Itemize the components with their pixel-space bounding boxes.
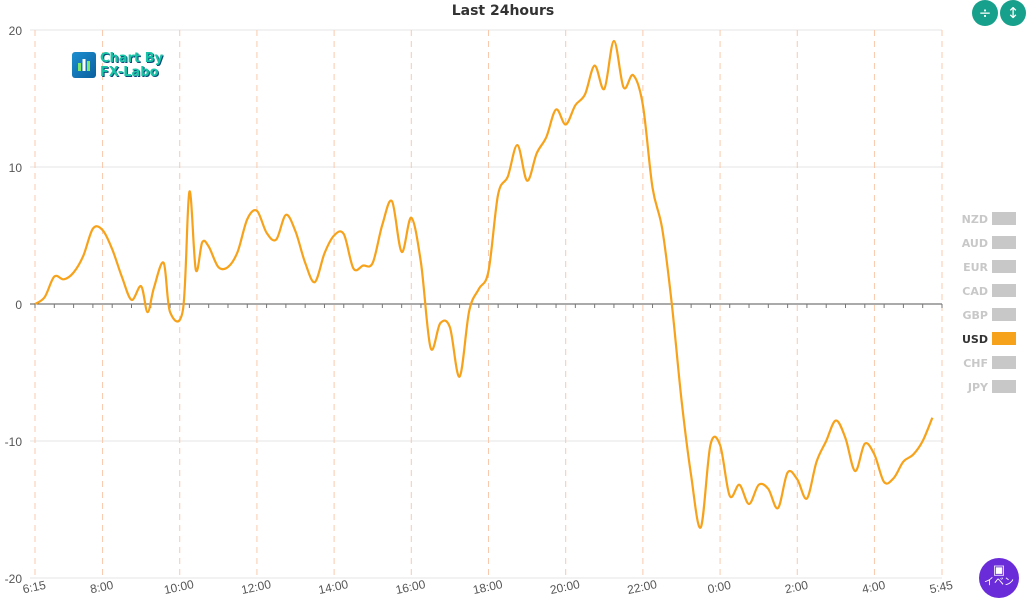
y-tick-label: -10: [5, 435, 23, 449]
compress-vertical-icon: ÷: [978, 4, 992, 22]
legend-label: JPY: [967, 381, 988, 394]
event-button[interactable]: ▣ イベン: [979, 558, 1019, 598]
legend-swatch: [992, 332, 1016, 345]
legend-swatch: [992, 284, 1016, 297]
event-button-label: イベン: [984, 577, 1014, 588]
x-tick-label: 4:00: [861, 578, 887, 597]
x-tick-label: 6:15: [21, 578, 47, 597]
x-tick-label: 18:00: [472, 577, 505, 597]
legend-swatch: [992, 260, 1016, 273]
expand-vertical-icon: ↕: [1006, 4, 1020, 22]
x-tick-label: 5:45: [928, 578, 954, 597]
expand-vertical-button[interactable]: ↕: [1000, 0, 1026, 26]
legend-swatch: [992, 308, 1016, 321]
fx-labo-logo: Chart By FX-Labo: [72, 52, 172, 80]
currency-legend: NZD AUD EUR CAD GBP USD CHF JPY: [948, 209, 1018, 401]
y-tick-label: 0: [15, 298, 22, 312]
x-tick-label: 0:00: [706, 578, 732, 597]
series-line-usd: [34, 39, 934, 529]
x-tick-label: 22:00: [626, 577, 659, 597]
legend-label: CAD: [962, 285, 988, 298]
chart-title: Last 24hours: [451, 3, 555, 19]
legend-label: GBP: [962, 309, 988, 322]
legend-item-chf[interactable]: CHF: [948, 353, 1018, 377]
calendar-icon: ▣: [992, 562, 1006, 577]
x-tick-label: 2:00: [784, 578, 810, 597]
x-tick-label: 16:00: [394, 577, 427, 597]
x-tick-label: 14:00: [317, 577, 350, 597]
legend-item-gbp[interactable]: GBP: [948, 305, 1018, 329]
y-tick-label: 20: [9, 24, 23, 38]
x-tick-label: 10:00: [163, 577, 196, 597]
legend-item-eur[interactable]: EUR: [948, 257, 1018, 281]
legend-label: CHF: [963, 357, 988, 370]
logo-text-line1: Chart By: [100, 51, 164, 66]
legend-label: NZD: [961, 213, 988, 226]
legend-item-aud[interactable]: AUD: [948, 233, 1018, 257]
legend-label: AUD: [961, 237, 988, 250]
y-tick-label: -20: [5, 572, 23, 586]
y-tick-label: 10: [9, 161, 23, 175]
compress-vertical-button[interactable]: ÷: [972, 0, 998, 26]
x-tick-label: 8:00: [89, 578, 115, 597]
x-tick-label: 20:00: [549, 577, 582, 597]
legend-label: EUR: [963, 261, 988, 274]
legend-swatch: [992, 236, 1016, 249]
legend-label: USD: [962, 333, 988, 346]
legend-item-nzd[interactable]: NZD: [948, 209, 1018, 233]
legend-swatch: [992, 212, 1016, 225]
legend-swatch: [992, 380, 1016, 393]
legend-item-cad[interactable]: CAD: [948, 281, 1018, 305]
logo-text-line2: FX-Labo: [100, 65, 159, 80]
legend-item-jpy[interactable]: JPY: [948, 377, 1018, 401]
x-tick-label: 12:00: [240, 577, 273, 597]
legend-item-usd[interactable]: USD: [948, 329, 1018, 353]
legend-swatch: [992, 356, 1016, 369]
chart-logo-icon: [72, 52, 96, 78]
